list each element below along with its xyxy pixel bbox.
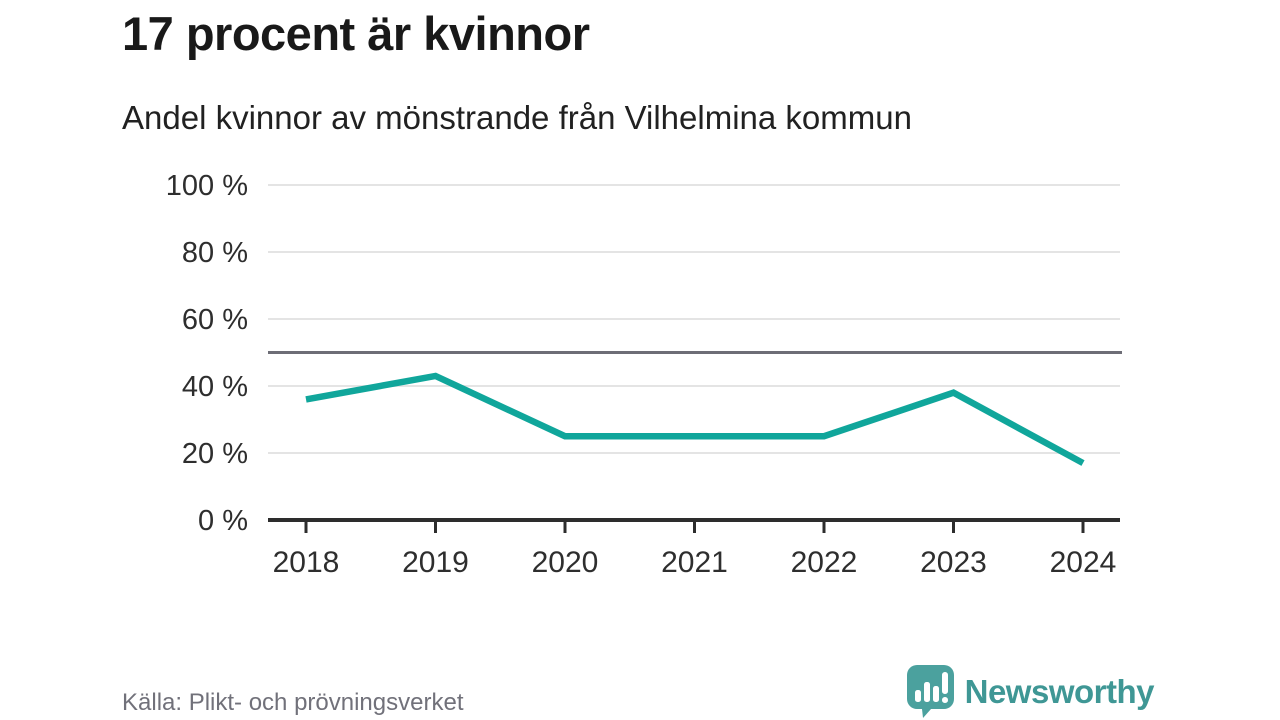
y-tick-label: 40 % [182,371,248,403]
x-tick-label: 2024 [1050,546,1117,579]
y-tick-label: 60 % [182,304,248,336]
chart-subtitle: Andel kvinnor av mönstrande från Vilhelm… [122,99,912,136]
x-tick-label: 2019 [402,546,469,579]
y-tick-label: 80 % [182,237,248,269]
x-tick-label: 2020 [532,546,599,579]
chart-speech-bubble-icon [906,665,954,718]
data-line [305,372,1085,466]
chart-title: 17 procent är kvinnor [122,7,590,60]
y-tick-label: 100 % [166,170,248,202]
newsworthy-logo: Newsworthy [905,665,1155,718]
x-tick-label: 2021 [661,546,728,579]
x-tick-label: 2022 [791,546,858,579]
y-tick-label: 20 % [182,438,248,470]
logo-wordmark: Newsworthy [964,672,1155,710]
y-tick-label: 0 % [198,505,248,537]
x-tick-label: 2023 [920,546,987,579]
source-note: Källa: Plikt- och prövningsverket [122,689,464,716]
x-tick-label: 2018 [273,546,340,579]
